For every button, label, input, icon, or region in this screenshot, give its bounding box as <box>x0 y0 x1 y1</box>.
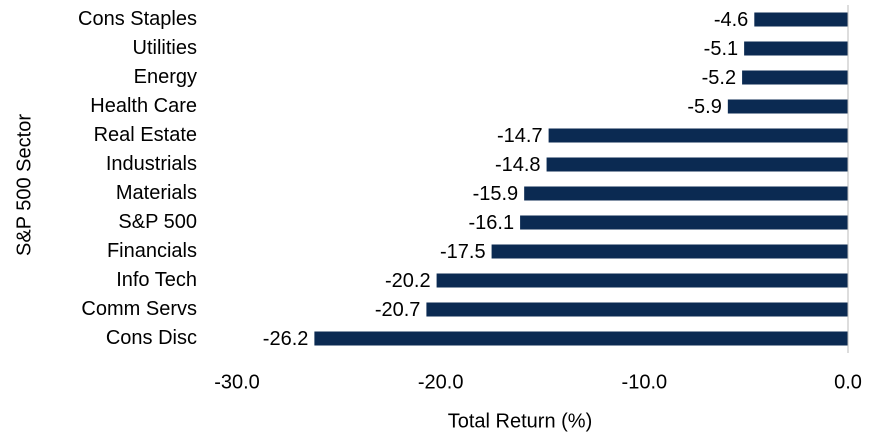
x-axis-title: Total Return (%) <box>448 410 593 432</box>
x-tick-label: -20.0 <box>418 371 464 393</box>
bar <box>727 99 848 114</box>
bar <box>744 41 848 56</box>
data-label: -5.9 <box>687 96 721 118</box>
y-tick-label: S&P 500 <box>118 211 197 233</box>
y-tick-label: Materials <box>116 182 197 204</box>
bar <box>742 70 848 85</box>
data-label: -16.1 <box>469 212 515 234</box>
data-label: -20.7 <box>375 299 421 321</box>
y-axis-title: S&P 500 Sector <box>13 114 35 256</box>
y-tick-label: Info Tech <box>116 269 197 291</box>
bar <box>314 331 849 346</box>
y-tick-label: Energy <box>134 66 197 88</box>
x-tick-label: -30.0 <box>214 371 260 393</box>
y-tick-label: Health Care <box>90 95 197 117</box>
bar <box>436 273 848 288</box>
data-label: -14.7 <box>497 125 543 147</box>
data-label: -15.9 <box>473 183 519 205</box>
y-tick-label: Industrials <box>106 153 197 175</box>
bar <box>546 157 848 172</box>
y-tick-label: Utilities <box>133 37 197 59</box>
data-label: -5.2 <box>702 67 736 89</box>
x-tick-label: -10.0 <box>622 371 668 393</box>
data-label: -5.1 <box>704 38 738 60</box>
data-label: -20.2 <box>385 270 431 292</box>
bar <box>754 12 848 27</box>
data-label: -14.8 <box>495 154 541 176</box>
y-tick-label: Financials <box>107 240 197 262</box>
data-label: -17.5 <box>440 241 486 263</box>
bar <box>426 302 848 317</box>
y-tick-label: Comm Servs <box>81 298 197 320</box>
y-tick-label: Cons Disc <box>106 327 197 349</box>
y-tick-label: Real Estate <box>94 124 197 146</box>
data-label: -4.6 <box>714 9 748 31</box>
bar <box>491 244 848 259</box>
data-label: -26.2 <box>263 328 309 350</box>
bar <box>524 186 848 201</box>
bar <box>520 215 848 230</box>
bar <box>548 128 848 143</box>
y-tick-label: Cons Staples <box>78 8 197 30</box>
x-tick-label: 0.0 <box>834 371 862 393</box>
